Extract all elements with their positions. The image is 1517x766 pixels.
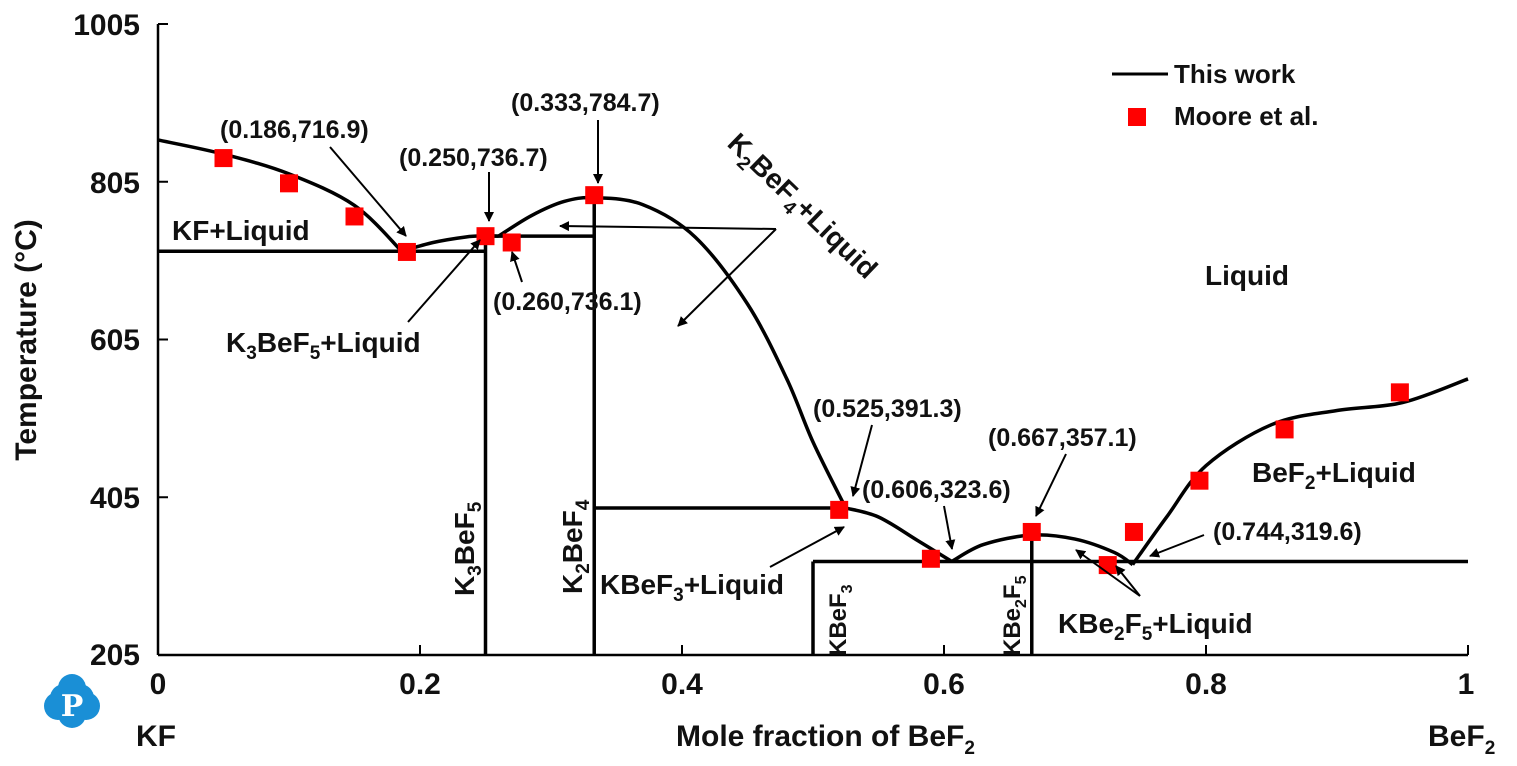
arrow-0667	[1035, 453, 1067, 517]
x-end-label-kf: KF	[136, 720, 176, 753]
liquidus-curve-segment	[157, 138, 403, 253]
region-label-kbef3-liquid: KBeF3+Liquid	[600, 569, 784, 606]
liquidus-curve-segment	[497, 195, 848, 509]
moore-data-points	[214, 149, 1409, 575]
x-tick-label: 0	[150, 668, 167, 701]
liquidus-curve-segment	[1131, 377, 1469, 566]
arrow-kbe2f5-right	[1115, 565, 1141, 597]
x-tick-label: 1	[1458, 668, 1475, 701]
y-tick-label: 205	[90, 639, 140, 672]
data-point	[1390, 383, 1409, 402]
data-point	[345, 207, 364, 226]
legend-marker-swatch	[1128, 108, 1146, 126]
x-axis-title: Mole fraction of BeF2	[676, 720, 975, 759]
y-tick-label: 605	[90, 324, 140, 357]
data-point	[476, 227, 495, 246]
y-axis-title: Temperature (°C)	[10, 219, 43, 460]
arrow-kbef3-liquid	[769, 526, 845, 568]
y-tick-label: 1005	[73, 9, 140, 42]
arrow-0260	[510, 251, 523, 283]
y-tick-label: 805	[90, 167, 140, 200]
data-point	[585, 186, 604, 205]
data-point	[280, 174, 298, 193]
legend-label-moore: Moore et al.	[1174, 101, 1318, 131]
arrow-k2bef4-upper	[559, 221, 777, 232]
data-point	[502, 233, 521, 252]
annotation-0667: (0.667,357.1)	[988, 424, 1137, 452]
arrow-k3bef5-liquid	[407, 239, 481, 323]
annotation-0250: (0.250,736.7)	[399, 144, 548, 172]
phase-boundaries	[157, 138, 1469, 655]
liquidus-curve-segment	[950, 533, 1134, 567]
x-end-label-bef2: BeF2	[1428, 720, 1495, 759]
region-label-k2bef4-liquid: K2BeF4+Liquid	[718, 127, 884, 289]
data-point	[1190, 471, 1209, 490]
annotation-0606: (0.606,323.6)	[862, 476, 1011, 504]
legend: This work Moore et al.	[1112, 59, 1318, 131]
x-tick-label: 0.6	[923, 668, 965, 701]
phase-label-k2bef4: K2BeF4	[557, 499, 594, 594]
annotation-0260: (0.260,736.1)	[493, 288, 642, 316]
data-point	[921, 549, 940, 568]
annotation-arrows	[329, 120, 1205, 597]
p-logo-icon: P	[44, 674, 100, 728]
region-label-kf-liquid: KF+Liquid	[172, 215, 310, 246]
arrow-0606	[943, 505, 956, 550]
data-point	[214, 149, 233, 168]
y-tick-label: 405	[90, 482, 140, 515]
phase-label-kbef3: KBeF3	[825, 584, 856, 656]
data-point	[830, 500, 849, 519]
region-label-liquid: Liquid	[1205, 260, 1289, 291]
data-point	[1098, 556, 1117, 575]
arrow-kbe2f5-left	[1075, 549, 1141, 597]
legend-label-this-work: This work	[1174, 59, 1296, 89]
svg-text:P: P	[61, 689, 84, 724]
data-point	[1124, 522, 1143, 541]
data-point	[1275, 420, 1294, 439]
annotation-0333: (0.333,784.7)	[511, 89, 660, 117]
arrow-0186	[329, 146, 407, 237]
data-point	[397, 242, 416, 261]
annotation-0744: (0.744,319.6)	[1213, 518, 1362, 546]
arrow-0525	[850, 424, 873, 497]
x-tick-label: 0.2	[399, 668, 441, 701]
phase-label-kbe2f5: KBe2F5	[999, 575, 1030, 656]
arrow-0744	[1149, 534, 1205, 558]
region-label-kbe2f5-liquid: KBe2F5+Liquid	[1058, 608, 1253, 645]
phase-label-k3bef5: K3BeF5	[449, 501, 486, 596]
x-tick-label: 0.4	[661, 668, 703, 701]
annotation-0525: (0.525,391.3)	[813, 395, 962, 423]
annotation-0186: (0.186,716.9)	[220, 116, 369, 144]
arrow-k2bef4-lower	[677, 228, 777, 327]
region-label-bef2-liquid: BeF2+Liquid	[1252, 457, 1416, 494]
region-label-k3bef5-liquid: K3BeF5+Liquid	[226, 327, 421, 364]
data-point	[1022, 522, 1041, 541]
x-tick-label: 0.8	[1185, 668, 1227, 701]
